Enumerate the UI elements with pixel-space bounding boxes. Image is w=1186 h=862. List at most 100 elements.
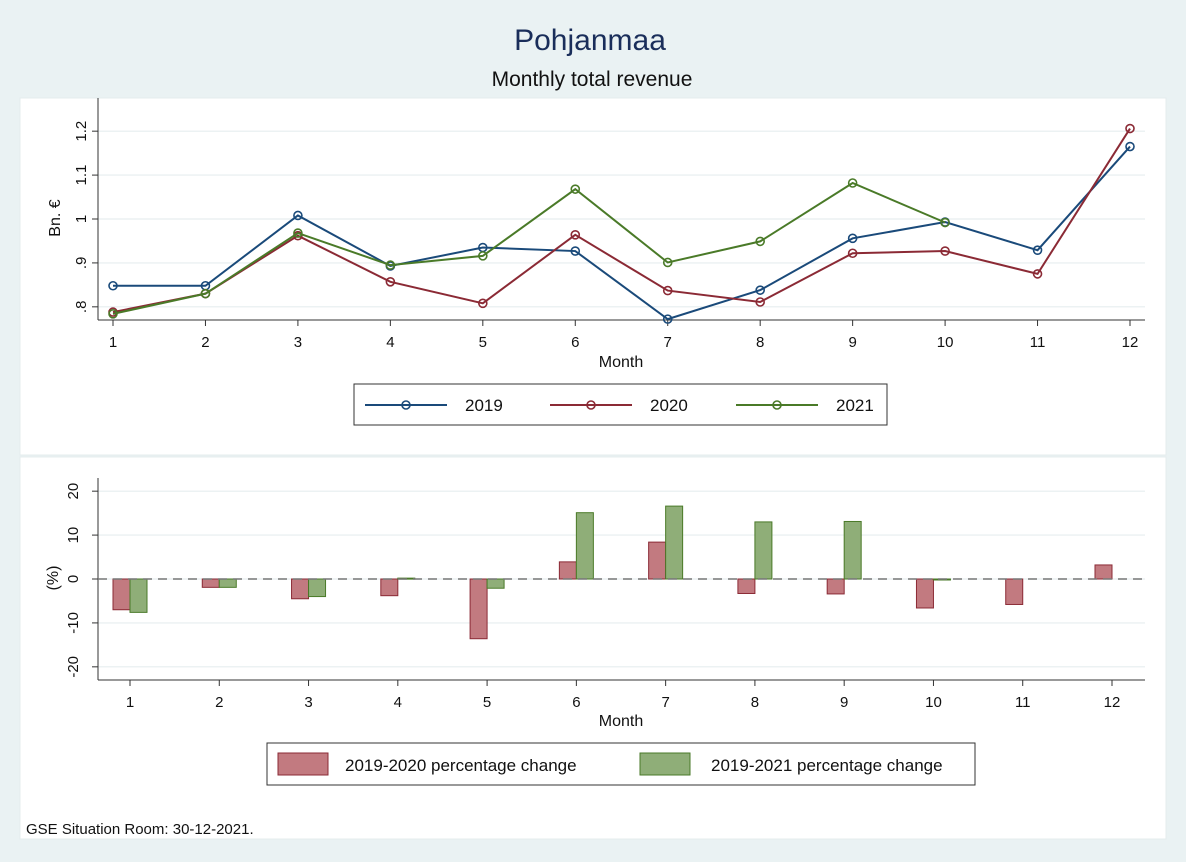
x-tick-label: 10	[937, 334, 954, 351]
legend-label: 2019	[465, 396, 503, 415]
legend-2020-marker	[586, 400, 596, 410]
series-2020-point	[1125, 123, 1135, 134]
bar-series-1	[380, 578, 399, 597]
x-tick-label: 8	[751, 694, 759, 711]
y-tick-label: 10	[65, 527, 82, 544]
x-tick-label: 9	[848, 334, 856, 351]
x-tick-label: 6	[571, 334, 579, 351]
series-2020-point	[940, 246, 950, 256]
x-tick-label: 3	[294, 334, 302, 351]
x-tick-label: 4	[394, 694, 402, 711]
y-tick-label: 1.1	[73, 165, 90, 186]
series-2019-point	[570, 246, 581, 256]
series-2021-point	[755, 236, 765, 247]
series-2021-point	[478, 251, 488, 261]
bar-series-1	[201, 578, 220, 588]
legend-label: 2020	[650, 396, 688, 415]
y-tick-label: .9	[73, 257, 90, 270]
legend-2019-marker	[401, 400, 411, 410]
x-tick-label: 4	[386, 334, 394, 351]
series-2020-point	[1032, 269, 1043, 279]
x-tick-label: 7	[661, 694, 669, 711]
bar-series-1	[1094, 564, 1113, 580]
legend-2021-marker	[772, 400, 782, 410]
y-tick-label: -10	[65, 612, 82, 634]
legend-label: 2021	[836, 396, 874, 415]
bar-series-1	[1005, 578, 1024, 605]
x-tick-label: 9	[840, 694, 848, 711]
bar-series-2	[308, 578, 327, 598]
series-2021-point	[570, 184, 581, 194]
bar-series-2	[843, 520, 862, 580]
legend-swatch-2	[639, 752, 691, 776]
x-tick-label: 3	[304, 694, 312, 711]
bar-series-1	[469, 578, 488, 640]
x-tick-label: 7	[664, 334, 672, 351]
x-tick-label: 2	[201, 334, 209, 351]
x-axis-label: Month	[599, 354, 643, 371]
figure-subtitle: Monthly total revenue	[492, 68, 693, 91]
bar-series-1	[558, 561, 577, 580]
series-2020-point	[478, 298, 488, 309]
x-tick-label: 12	[1104, 694, 1121, 711]
bar-legend	[266, 742, 976, 786]
x-tick-label: 6	[572, 694, 580, 711]
bar-series-2	[218, 578, 237, 588]
x-tick-label: 8	[756, 334, 764, 351]
bar-series-1	[737, 578, 756, 594]
series-2019-point	[1032, 245, 1043, 255]
y-tick-label: 1.2	[73, 121, 90, 142]
x-tick-label: 12	[1122, 334, 1139, 351]
series-2021-point	[200, 288, 211, 299]
legend-label: 2019-2020 percentage change	[345, 756, 577, 775]
series-2021-point	[847, 178, 858, 188]
series-2020-line	[112, 128, 1131, 314]
x-tick-label: 1	[109, 334, 117, 351]
series-2020-point	[847, 248, 858, 259]
legend-label: 2019-2021 percentage change	[711, 756, 943, 775]
x-tick-label: 11	[1030, 334, 1046, 351]
bar-series-1	[112, 578, 131, 611]
figure-title: Pohjanmaa	[514, 24, 666, 57]
x-tick-label: 11	[1015, 694, 1031, 711]
y-tick-label: -20	[65, 656, 82, 678]
series-2019-point	[293, 210, 303, 221]
bar-series-2	[575, 512, 594, 580]
x-tick-label: 5	[479, 334, 487, 351]
bar-series-1	[826, 578, 845, 595]
series-2020-point	[755, 297, 765, 307]
series-2021-point	[940, 217, 950, 228]
bar-series-1	[915, 578, 934, 609]
bar-series-2	[665, 505, 684, 580]
bar-series-2	[129, 578, 148, 613]
series-2021-line	[112, 181, 946, 315]
y-tick-label: 20	[65, 483, 82, 500]
bar-series-2	[754, 521, 773, 580]
series-2020-point	[570, 230, 581, 240]
y-tick-label: 0	[65, 575, 82, 583]
y-axis-label: (%)	[45, 566, 62, 591]
series-2021-point	[108, 309, 118, 319]
series-2019-point	[662, 314, 673, 324]
series-2019-point	[847, 233, 858, 244]
footer-note: GSE Situation Room: 30-12-2021.	[26, 821, 254, 838]
x-tick-label: 10	[925, 694, 942, 711]
series-2019-point	[755, 285, 765, 295]
bar-series-2	[486, 578, 505, 589]
y-tick-label: .8	[73, 301, 90, 314]
series-2021-point	[385, 260, 396, 270]
y-tick-label: 1	[73, 215, 90, 223]
bar-series-1	[291, 578, 310, 600]
x-tick-label: 2	[215, 694, 223, 711]
x-axis-label: Month	[599, 713, 643, 730]
series-2019-point	[108, 280, 118, 291]
series-2020-point	[385, 276, 396, 287]
series-2021-point	[662, 257, 673, 268]
legend-swatch-1	[277, 752, 329, 776]
y-axis-label: Bn. €	[47, 199, 64, 236]
x-tick-label: 5	[483, 694, 491, 711]
x-tick-label: 1	[126, 694, 134, 711]
